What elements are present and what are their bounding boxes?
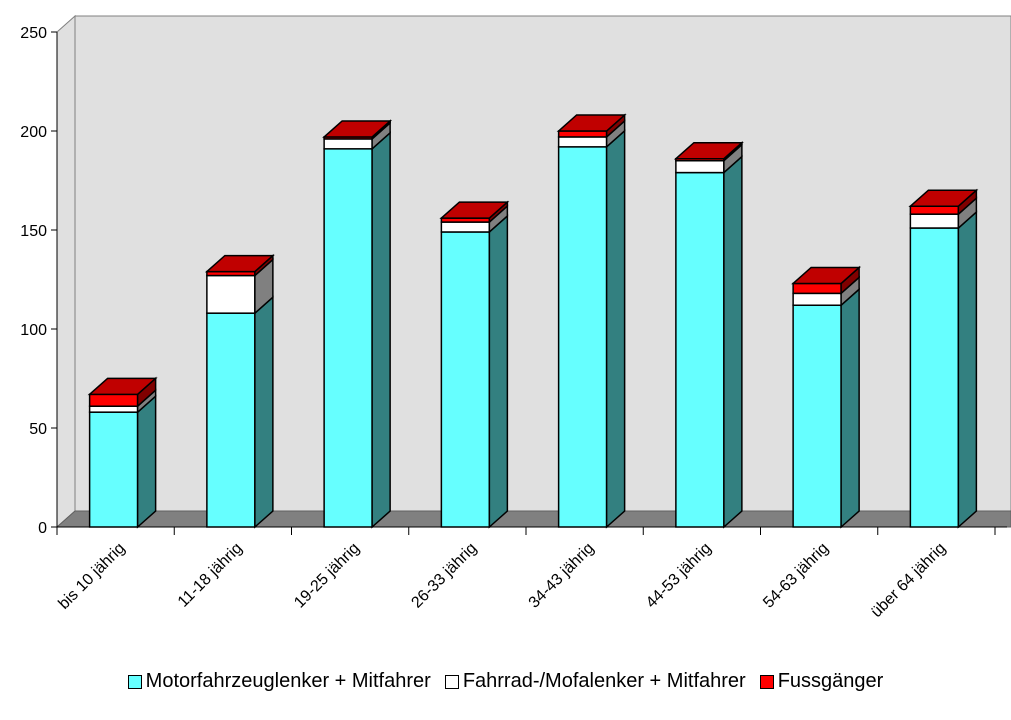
legend-label: Fahrrad-/Mofalenker + Mitfahrer — [462, 670, 746, 692]
legend: Motorfahrzeuglenker + Mitfahrer Fahrrad-/… — [0, 670, 1011, 693]
bar-2-front — [557, 130, 608, 138]
bar-2-top — [204, 254, 275, 273]
bar-2-front — [88, 393, 139, 407]
legend-item: Motorfahrzeuglenker + Mitfahrer — [127, 670, 431, 693]
y-tick-label: 250 — [20, 25, 47, 42]
legend-item: Fussgänger — [759, 670, 884, 693]
bar-0-side — [488, 214, 509, 529]
bar-2-top — [673, 141, 744, 160]
bar-2-top — [322, 120, 393, 138]
bar-0-front — [675, 171, 725, 528]
x-tick-label: über 64 jährig — [868, 540, 949, 621]
bar-0-front — [206, 312, 256, 528]
bar-0-side — [723, 154, 743, 529]
bar-0-side — [136, 394, 157, 529]
bars — [87, 113, 979, 529]
y-tick-label: 0 — [38, 520, 47, 537]
bar-0-front — [909, 227, 960, 528]
bar-0-side — [371, 131, 391, 529]
bar-1-front — [440, 221, 491, 233]
x-tick-label: bis 10 jährig — [55, 540, 128, 613]
x-tick-label: 26-33 jährig — [408, 540, 480, 612]
x-tick-label: 19-25 jährig — [291, 540, 363, 612]
bar-2-top — [791, 266, 862, 285]
x-tick-label: 44-53 jährig — [643, 540, 715, 612]
legend-swatch — [444, 674, 459, 689]
y-tick-label: 200 — [20, 124, 47, 141]
bar-0-side — [957, 210, 978, 529]
chart-svg: 0 50 100 150 200 250 bis 10 jährig 11-18 jährig… — [20, 14, 1011, 621]
bar-0-front — [323, 148, 373, 528]
y-tick-label: 100 — [20, 322, 47, 339]
bar-1-front — [909, 213, 960, 229]
bar-1-front — [206, 274, 256, 314]
legend-swatch — [759, 674, 774, 689]
y-tick-label: 150 — [20, 223, 47, 240]
bar-0-front — [792, 304, 842, 528]
bar-0-front — [440, 231, 491, 528]
bar-2-top — [439, 201, 510, 219]
legend-swatch — [127, 674, 142, 689]
bar-2-top — [87, 377, 158, 396]
legend-label: Motorfahrzeuglenker + Mitfahrer — [145, 670, 431, 692]
bar-1-front — [88, 405, 139, 413]
y-tick-label: 50 — [29, 421, 47, 438]
floor — [55, 510, 1011, 528]
bar-1-front — [557, 136, 608, 148]
x-tick-label: 34-43 jährig — [526, 540, 598, 612]
x-tick-label: 54-63 jährig — [760, 540, 832, 612]
bar-1-front — [675, 159, 725, 174]
bar-0-side — [840, 287, 860, 529]
bar-0-front — [88, 411, 139, 528]
plot-wall — [55, 14, 1011, 529]
bar-2-top — [908, 189, 979, 207]
x-tick-label: 11-18 jährig — [175, 540, 246, 611]
bar-2-front — [792, 282, 842, 295]
legend-label: Fussgänger — [777, 670, 884, 692]
bar-1-front — [323, 138, 373, 150]
bar-2-front — [909, 205, 960, 215]
bar-0-front — [557, 146, 608, 528]
bar-2-top — [556, 114, 627, 132]
bar-0-side — [254, 295, 274, 529]
legend-item: Fahrrad-/Mofalenker + Mitfahrer — [444, 670, 746, 693]
bar-0-side — [605, 129, 626, 529]
bar-1-front — [792, 292, 842, 306]
side-wall — [56, 14, 76, 529]
